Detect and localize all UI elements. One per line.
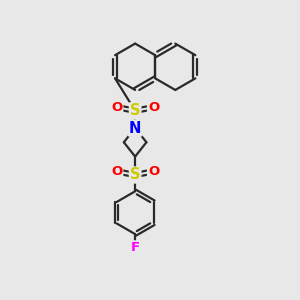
Text: O: O (111, 165, 122, 178)
Text: N: N (129, 121, 141, 136)
Text: S: S (130, 167, 140, 182)
Text: O: O (148, 165, 159, 178)
Text: O: O (111, 101, 122, 114)
Text: F: F (130, 241, 140, 254)
Text: S: S (130, 103, 140, 118)
Text: O: O (148, 101, 159, 114)
